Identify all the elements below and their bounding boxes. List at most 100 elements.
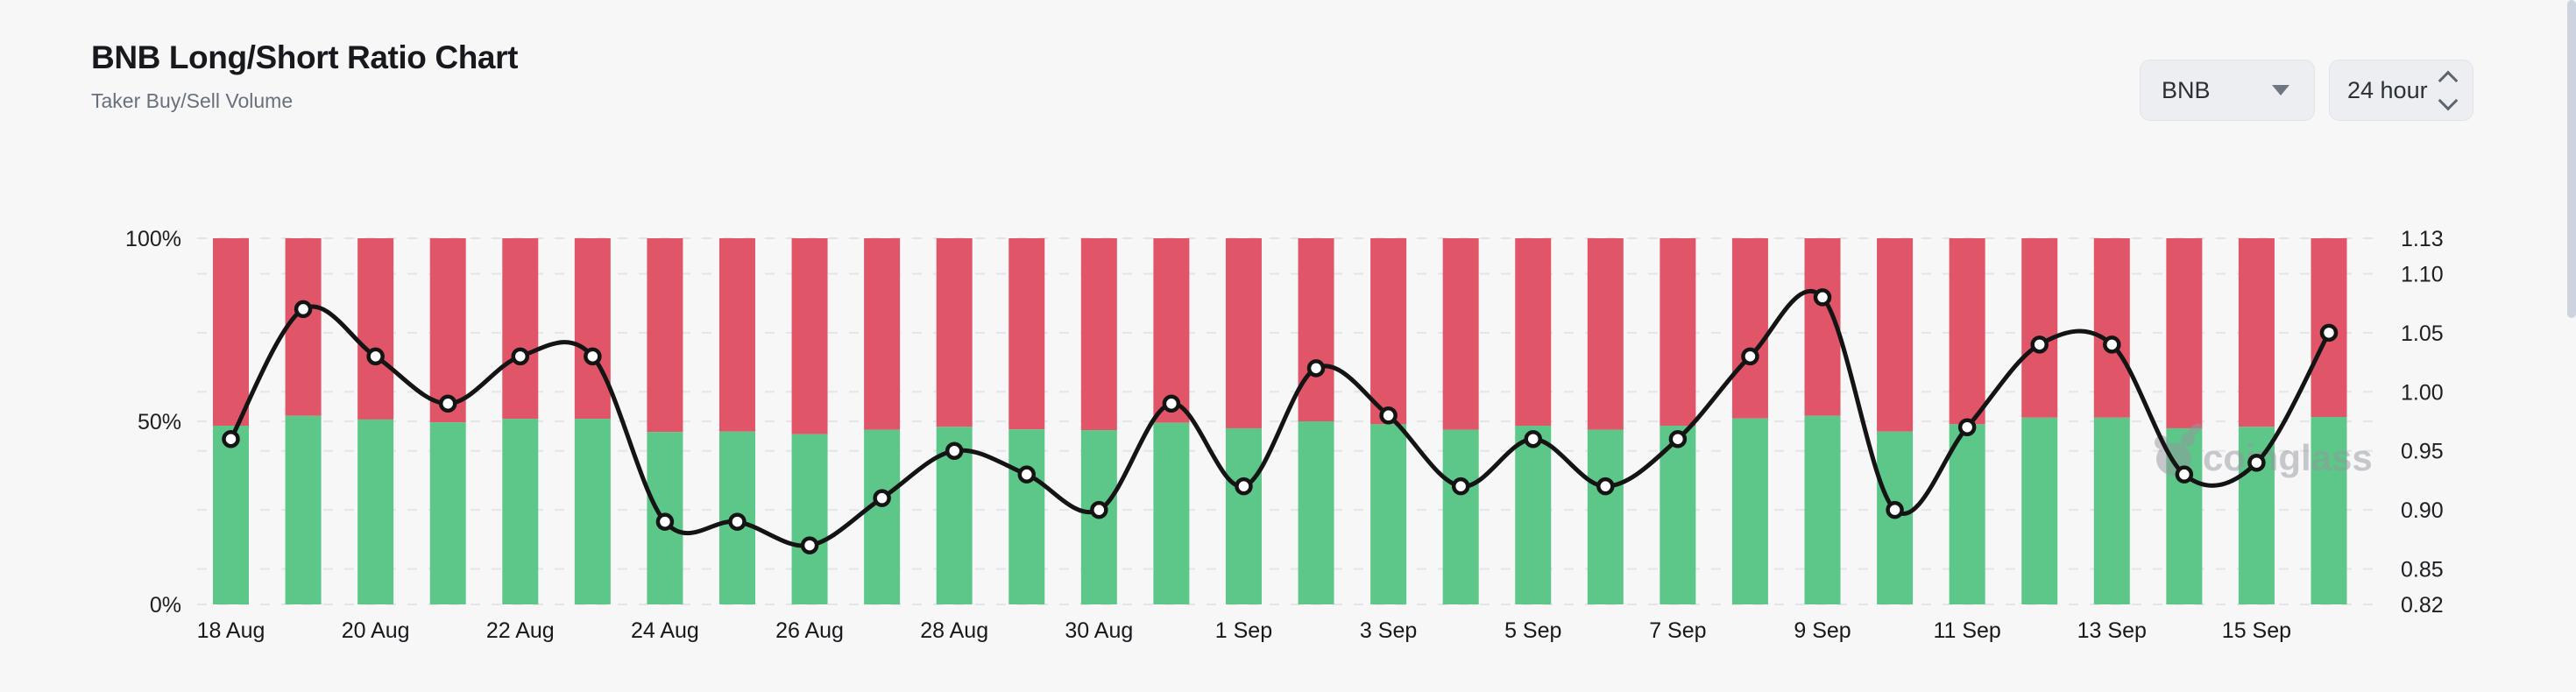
bar-sell[interactable] xyxy=(936,238,973,427)
line-point[interactable] xyxy=(1596,477,1615,496)
y-tick-label-right: 1.10 xyxy=(2401,262,2444,286)
bar-sell[interactable] xyxy=(2238,238,2275,427)
bar-sell[interactable] xyxy=(1587,238,1624,430)
y-tick-label-left: 0% xyxy=(150,593,181,618)
line-point[interactable] xyxy=(800,536,819,554)
bar-sell[interactable] xyxy=(647,238,683,433)
line-point[interactable] xyxy=(1235,477,1253,496)
bar-buy[interactable] xyxy=(1515,426,1552,604)
bar-sell[interactable] xyxy=(2093,238,2130,418)
line-point[interactable] xyxy=(1668,429,1688,448)
bar-sell[interactable] xyxy=(864,238,901,430)
bar-buy[interactable] xyxy=(1225,427,1262,604)
bar-sell[interactable] xyxy=(1949,238,1985,425)
coinglass-watermark-text: coinglass xyxy=(2203,437,2373,478)
chart-title: BNB Long/Short Ratio Chart xyxy=(91,39,519,75)
bar-buy[interactable] xyxy=(1442,429,1479,604)
bar-sell[interactable] xyxy=(574,238,611,420)
bar-buy[interactable] xyxy=(429,422,466,604)
line-point[interactable] xyxy=(1306,359,1326,378)
bar-buy[interactable] xyxy=(1949,424,1985,604)
line-point[interactable] xyxy=(1451,477,1470,496)
line-point[interactable] xyxy=(1524,429,1542,448)
scrollbar-thumb[interactable] xyxy=(2567,0,2576,318)
bar-sell[interactable] xyxy=(357,238,394,420)
bar-sell[interactable] xyxy=(213,238,249,427)
chart-subtitle: Taker Buy/Sell Volume xyxy=(91,89,294,113)
bar-sell[interactable] xyxy=(718,238,755,432)
line-point[interactable] xyxy=(1017,465,1037,484)
bar-sell[interactable] xyxy=(1515,238,1552,427)
bar-sell[interactable] xyxy=(285,238,322,416)
x-tick-label: 18 Aug xyxy=(197,618,265,643)
y-tick-label-right: 1.13 xyxy=(2401,227,2444,251)
bar-sell[interactable] xyxy=(2166,238,2203,428)
line-point[interactable] xyxy=(1379,406,1398,425)
line-point[interactable] xyxy=(2319,323,2339,342)
line-point[interactable] xyxy=(222,429,240,448)
caret-down-icon xyxy=(2272,85,2289,95)
gridlines xyxy=(197,237,2383,605)
line-point[interactable] xyxy=(2247,453,2266,472)
line-point[interactable] xyxy=(655,512,675,531)
bar-buy[interactable] xyxy=(1153,422,1190,604)
bar-buy[interactable] xyxy=(2093,417,2130,604)
line-point[interactable] xyxy=(1090,500,1108,519)
bar-sell[interactable] xyxy=(1298,238,1334,421)
bar-sell[interactable] xyxy=(502,238,539,420)
bar-sell[interactable] xyxy=(1370,238,1407,425)
bar-buy[interactable] xyxy=(213,426,249,604)
bar-buy[interactable] xyxy=(357,419,394,604)
bar-sell[interactable] xyxy=(1225,238,1262,428)
line-point[interactable] xyxy=(1162,394,1181,413)
line-point[interactable] xyxy=(294,300,313,319)
bar-sell[interactable] xyxy=(1804,238,1841,416)
line-point[interactable] xyxy=(584,347,602,366)
symbol-dropdown[interactable]: BNB xyxy=(2140,60,2315,121)
bar-buy[interactable] xyxy=(2311,416,2347,604)
x-tick-label: 24 Aug xyxy=(631,618,699,643)
line-point[interactable] xyxy=(1813,288,1832,307)
bar-buy[interactable] xyxy=(1587,429,1624,604)
line-point[interactable] xyxy=(1957,418,1977,436)
bar-sell[interactable] xyxy=(1153,238,1190,423)
left-axis: 100% 50% 0% xyxy=(125,227,181,618)
line-point[interactable] xyxy=(1741,347,1759,366)
bar-buy[interactable] xyxy=(791,434,828,604)
bar-sell[interactable] xyxy=(1877,238,1914,432)
line-point[interactable] xyxy=(2103,335,2121,354)
bar-buy[interactable] xyxy=(1804,415,1841,604)
bar-sell[interactable] xyxy=(1008,238,1045,430)
bar-buy[interactable] xyxy=(864,429,901,604)
bar-sell[interactable] xyxy=(1080,238,1117,431)
bar-buy[interactable] xyxy=(502,419,539,604)
y-tick-label-left: 50% xyxy=(138,410,181,434)
line-point[interactable] xyxy=(2175,465,2194,484)
interval-dropdown[interactable]: 24 hour xyxy=(2329,60,2473,121)
line-point[interactable] xyxy=(873,489,891,507)
line-point[interactable] xyxy=(511,347,530,366)
line-point[interactable] xyxy=(1886,500,1904,519)
bar-buy[interactable] xyxy=(1660,426,1696,604)
bar-sell[interactable] xyxy=(1660,238,1696,427)
bar-sell[interactable] xyxy=(429,238,466,423)
bar-buy[interactable] xyxy=(574,419,611,604)
bar-buy[interactable] xyxy=(1298,421,1334,604)
line-point[interactable] xyxy=(728,512,747,531)
bar-sell[interactable] xyxy=(1442,238,1479,430)
bar-buy[interactable] xyxy=(2021,417,2058,604)
line-point[interactable] xyxy=(438,394,457,413)
line-point[interactable] xyxy=(2030,335,2049,354)
bar-buy[interactable] xyxy=(285,415,322,604)
bar-sell[interactable] xyxy=(1731,238,1768,419)
y-tick-label-right: 0.82 xyxy=(2401,593,2444,618)
bar-buy[interactable] xyxy=(1370,424,1407,604)
bar-buy[interactable] xyxy=(1008,429,1045,604)
bar-sell[interactable] xyxy=(2021,238,2058,418)
bar-sell[interactable] xyxy=(791,238,828,434)
line-point[interactable] xyxy=(945,441,964,460)
bar-buy[interactable] xyxy=(1731,418,1768,604)
x-tick-label: 11 Sep xyxy=(1933,618,2000,643)
line-point[interactable] xyxy=(366,347,385,366)
